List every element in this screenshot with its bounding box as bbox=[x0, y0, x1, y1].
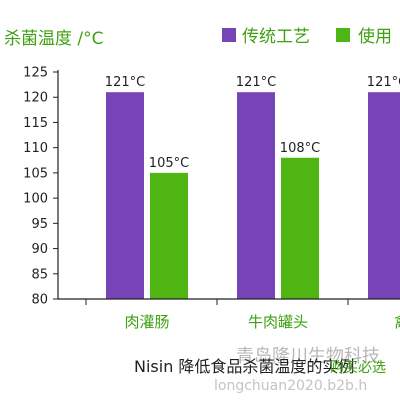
y-axis: 80 85 90 95 100 105 110 115 120 125 bbox=[23, 66, 59, 308]
bar-traditional bbox=[368, 92, 400, 299]
legend-label-nisin: 使用 bbox=[358, 26, 392, 47]
bar-traditional bbox=[106, 92, 144, 299]
data-label: 108°C bbox=[280, 141, 320, 156]
watermark-overlay: 购买必选 bbox=[330, 360, 386, 376]
bars: 121°C 105°C 121°C 108°C 121°C bbox=[105, 75, 400, 299]
bar-traditional bbox=[237, 92, 275, 299]
data-label: 121°C bbox=[236, 75, 276, 90]
chart-caption: Nisin 降低食品杀菌温度的实例 bbox=[134, 357, 354, 376]
bar-nisin bbox=[150, 172, 188, 299]
x-axis: 肉灌肠 牛肉罐头 禽肉 bbox=[58, 298, 400, 331]
legend-swatch-traditional bbox=[222, 28, 236, 42]
data-label: 121°C bbox=[367, 75, 400, 90]
chart-title: 杀菌温度 /°C bbox=[4, 29, 104, 49]
legend-swatch-nisin bbox=[336, 28, 350, 42]
data-label: 105°C bbox=[149, 156, 189, 171]
x-category-label: 禽肉 bbox=[394, 313, 400, 331]
y-tick-label: 120 bbox=[23, 91, 48, 106]
x-category-label: 肉灌肠 bbox=[124, 313, 169, 331]
y-tick-label: 110 bbox=[23, 141, 48, 156]
x-category-label: 牛肉罐头 bbox=[248, 313, 308, 331]
y-tick-label: 90 bbox=[31, 242, 48, 257]
y-tick-label: 95 bbox=[31, 217, 48, 232]
y-tick-label: 85 bbox=[31, 267, 48, 282]
y-tick-label: 115 bbox=[23, 116, 48, 131]
data-label: 121°C bbox=[105, 75, 145, 90]
y-tick-label: 80 bbox=[31, 293, 48, 308]
legend-label-traditional: 传统工艺 bbox=[242, 27, 310, 47]
y-tick-label: 100 bbox=[23, 192, 48, 207]
legend: 传统工艺 使用 bbox=[222, 26, 392, 47]
bar-nisin bbox=[281, 157, 319, 299]
y-tick-label: 125 bbox=[23, 66, 48, 81]
y-tick-label: 105 bbox=[23, 166, 48, 181]
watermark-company: 青岛隆川生物科技 bbox=[236, 346, 380, 367]
watermark-url: longchuan2020.b2b.h bbox=[214, 378, 367, 394]
